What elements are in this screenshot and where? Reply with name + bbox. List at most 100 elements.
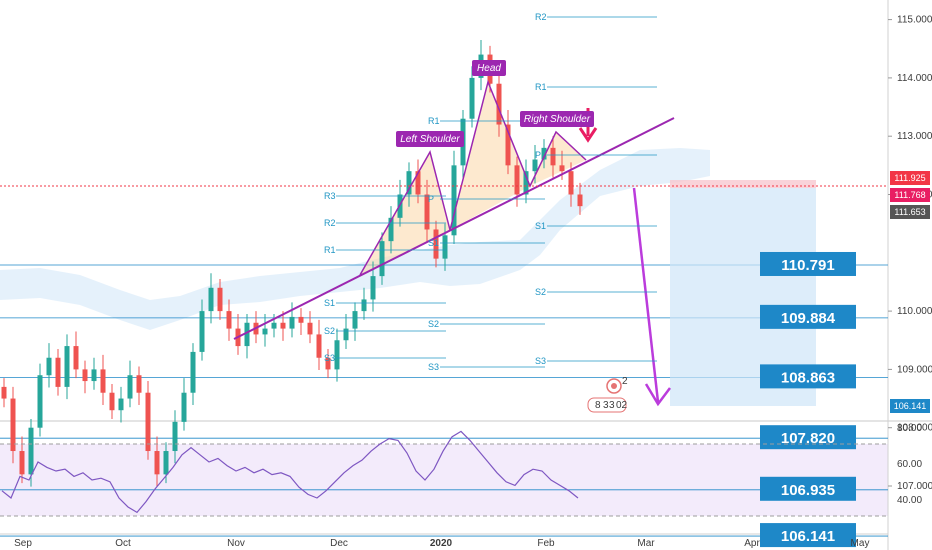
candle-body[interactable] — [316, 334, 322, 358]
candle-body[interactable] — [496, 83, 502, 125]
pivot-label: S3 — [535, 356, 546, 366]
candle-body[interactable] — [217, 287, 223, 312]
candle-body[interactable] — [325, 357, 331, 370]
candle-body[interactable] — [190, 351, 196, 393]
target-level-box[interactable] — [760, 425, 856, 450]
candle-body[interactable] — [352, 311, 358, 329]
pivot-label: R1 — [324, 245, 336, 255]
time-tick-label: Oct — [115, 538, 131, 549]
target-level-label: 110.791 — [781, 257, 834, 274]
target-level-label: 108.863 — [781, 369, 835, 386]
candle-body[interactable] — [118, 398, 124, 411]
candle-body[interactable] — [91, 369, 97, 382]
candle-body[interactable] — [451, 165, 457, 236]
rsi-tick-label: 80.00 — [897, 423, 922, 434]
left-shoulder-label[interactable]: Left Shoulder — [396, 131, 464, 147]
time-tick-label: 2020 — [430, 538, 453, 549]
head-label[interactable]: Head — [472, 60, 506, 76]
price-tick-label: 114.000 — [897, 73, 932, 84]
candle-body[interactable] — [154, 451, 160, 475]
time-axis-ticks[interactable]: Sep Oct Nov Dec 2020 Feb Mar Apr May — [14, 538, 869, 549]
candle-body[interactable] — [172, 421, 178, 452]
target-level-boxes[interactable]: 110.791 109.884 108.863 107.820 106.935 106.1… — [760, 251, 856, 548]
target-level-box[interactable] — [760, 364, 856, 389]
right-shoulder-label[interactable]: Right Shoulder — [520, 111, 594, 127]
candle-body[interactable] — [181, 392, 187, 422]
annotation-badge[interactable]: 2 8 3 3 02 — [587, 376, 628, 413]
candle-body[interactable] — [127, 375, 133, 399]
time-tick-label: Nov — [227, 538, 245, 549]
candle-body[interactable] — [244, 322, 250, 347]
candle-body[interactable] — [523, 171, 529, 195]
price-tag-label: 106.141 — [894, 401, 927, 411]
price-tick-label: 113.000 — [897, 131, 932, 142]
candle-body[interactable] — [424, 194, 430, 230]
candle-body[interactable] — [262, 328, 268, 335]
candle-body[interactable] — [55, 357, 61, 387]
candle-body[interactable] — [199, 311, 205, 352]
candle-body[interactable] — [109, 392, 115, 411]
candle-body[interactable] — [550, 147, 556, 166]
pivot-label: S2 — [535, 287, 546, 297]
candle-body[interactable] — [514, 165, 520, 195]
pivot-label: S1 — [324, 298, 335, 308]
candle-body[interactable] — [82, 369, 88, 382]
candle-body[interactable] — [361, 299, 367, 312]
candle-body[interactable] — [568, 171, 574, 195]
price-tag-label: 111.768 — [894, 190, 925, 200]
target-level-box[interactable] — [760, 304, 856, 329]
rsi-axis-ticks: 80.00 60.00 40.00 — [897, 423, 922, 506]
candle-body[interactable] — [532, 159, 538, 172]
target-level-box[interactable] — [760, 251, 856, 276]
candle-body[interactable] — [37, 375, 43, 428]
candle-body[interactable] — [163, 451, 169, 475]
candle-body[interactable] — [73, 346, 79, 370]
price-tick-label: 110.000 — [897, 306, 932, 317]
candle-body[interactable] — [370, 276, 376, 300]
candle-body[interactable] — [406, 171, 412, 195]
candle-body[interactable] — [559, 165, 565, 172]
candle-body[interactable] — [343, 328, 349, 341]
rsi-line[interactable] — [1, 430, 579, 514]
candle-body[interactable] — [271, 322, 277, 329]
candle-body[interactable] — [280, 322, 286, 329]
target-level-box[interactable] — [760, 523, 856, 548]
target-level-label: 107.820 — [781, 430, 835, 447]
pivot-label: R2 — [535, 12, 547, 22]
candle-body[interactable] — [379, 241, 385, 277]
candle-body[interactable] — [577, 194, 583, 207]
candle-body[interactable] — [46, 357, 52, 376]
price-tick-label: 108.000 — [897, 423, 932, 434]
candle-body[interactable] — [505, 124, 511, 166]
candle-body[interactable] — [10, 398, 16, 452]
pivot-label: S2 — [324, 326, 335, 336]
target-level-box[interactable] — [760, 476, 856, 501]
candle-body[interactable] — [19, 451, 25, 475]
candle-body[interactable] — [136, 375, 142, 393]
candle-body[interactable] — [64, 346, 70, 387]
candle-body[interactable] — [100, 369, 106, 393]
candle-body[interactable] — [28, 427, 34, 475]
candle-body[interactable] — [388, 217, 394, 242]
candle-body[interactable] — [415, 171, 421, 195]
candle-body[interactable] — [307, 322, 313, 335]
candle-body[interactable] — [541, 147, 547, 160]
projection-arrow — [632, 187, 660, 403]
candle-body[interactable] — [289, 316, 295, 329]
pivot-label: P — [428, 194, 434, 204]
candle-body[interactable] — [145, 392, 151, 452]
badge-row-value-3: 3 — [609, 400, 615, 411]
candle-body[interactable] — [334, 340, 340, 370]
candle-body[interactable] — [442, 235, 448, 259]
pivot-point-labels: R3 R2 R1 S1 S2 S3 R1 P S1 S2 S3 R2 R1 P S1 S2 S3 — [324, 12, 657, 372]
price-axis-ticks[interactable]: 116.000115.000114.000113.000112.000110.0… — [888, 0, 932, 492]
head-shoulders-outline[interactable] — [359, 79, 587, 276]
candle-body[interactable] — [298, 316, 304, 323]
candle-body[interactable] — [208, 287, 214, 312]
candle-body[interactable] — [469, 77, 475, 119]
badge-row[interactable] — [587, 397, 627, 413]
candle-body[interactable] — [1, 386, 7, 399]
candle-body[interactable] — [226, 311, 232, 329]
candle-body[interactable] — [433, 229, 439, 259]
